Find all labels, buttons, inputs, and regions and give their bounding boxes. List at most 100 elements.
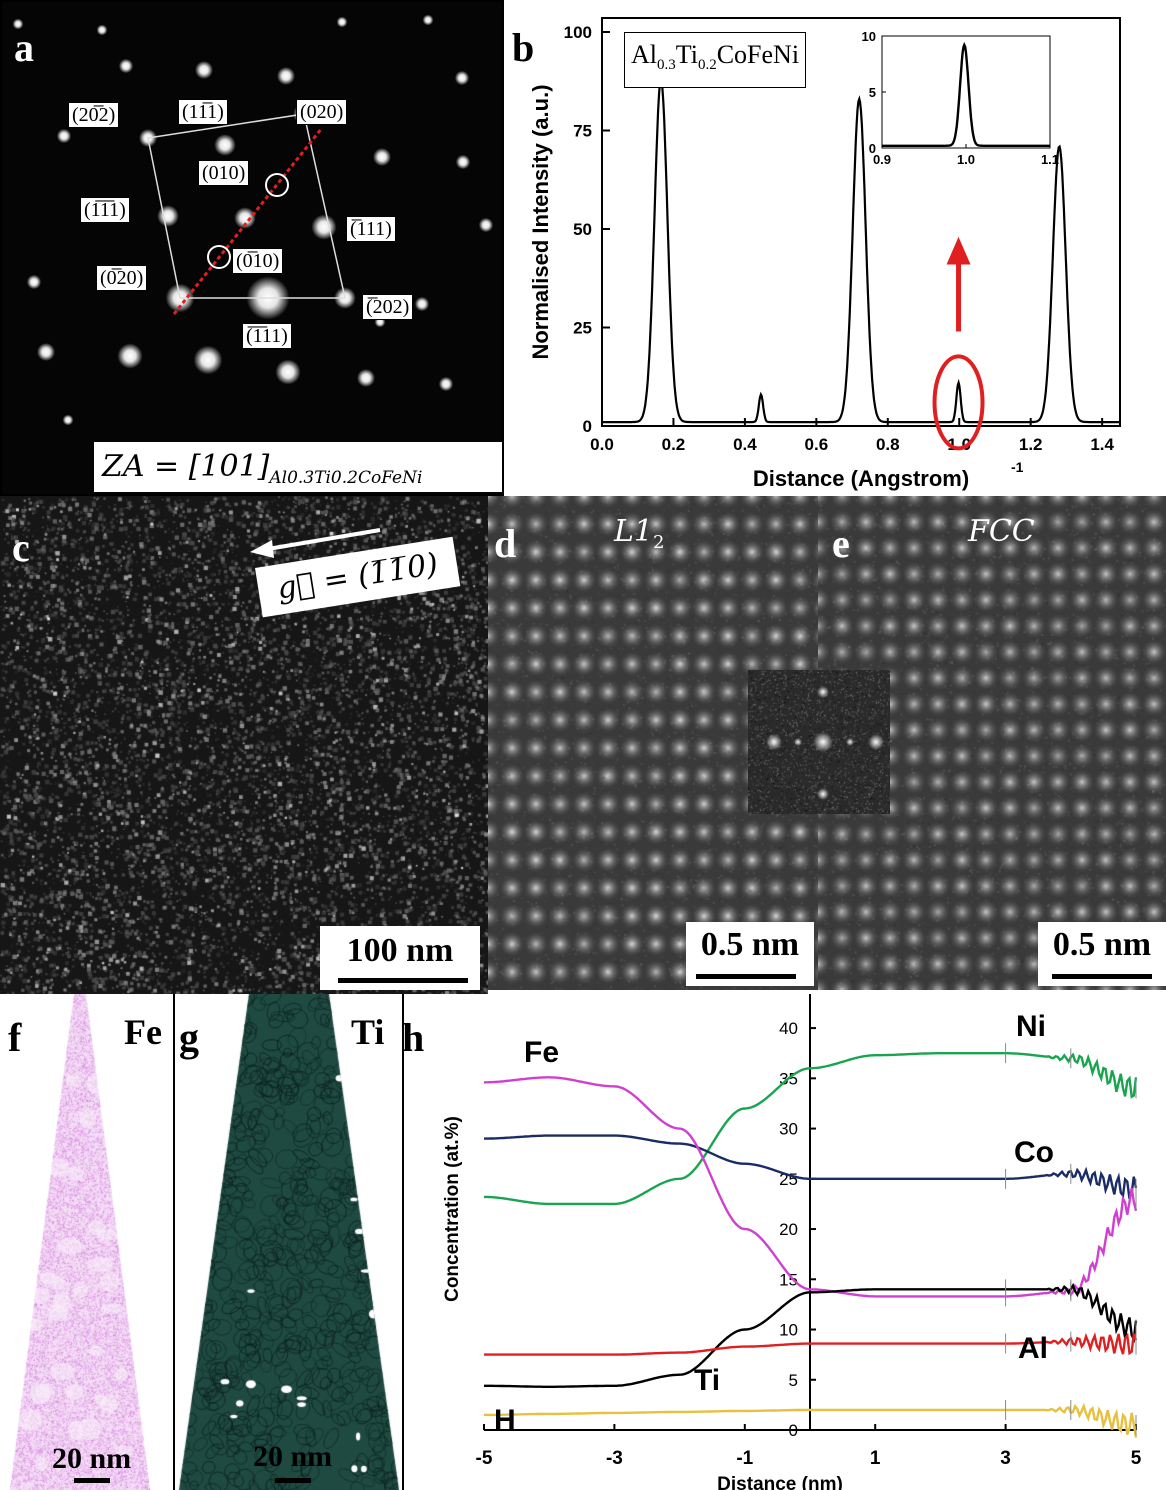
scale-bar-e: 0.5 nm	[1038, 922, 1166, 986]
x-tick-label: 5	[1131, 1448, 1142, 1469]
y-axis-label: Concentration (at.%)	[442, 1116, 463, 1302]
x-tick-label: 1.4	[1090, 435, 1114, 454]
diffraction-spot	[118, 58, 134, 74]
intensity-series-line	[602, 76, 1120, 424]
legend-al-sub: 0.3	[657, 57, 676, 74]
red-dotted-line	[172, 127, 324, 315]
y-tick-label: 10	[779, 1321, 798, 1340]
diffraction-spot	[157, 205, 179, 227]
inset-y-tick-label: 0	[869, 141, 876, 156]
panel-c-label: c	[12, 525, 30, 570]
scale-bar-e-line	[1052, 974, 1152, 979]
spot-circle-010	[265, 173, 289, 197]
ti-isosurface-map	[175, 994, 402, 1490]
zone-axis-text: ZA = [101]	[102, 449, 270, 484]
legend-al: Al	[631, 40, 657, 69]
x-axis-label: Distance (Angstrom)	[753, 466, 969, 491]
y-tick-label: 25	[573, 319, 592, 338]
y-tick-label: 100	[564, 23, 592, 42]
diffraction-spot	[438, 376, 454, 392]
diffraction-spot	[373, 148, 391, 166]
zone-axis-subscript: Al0.3Ti0.2CoFeNi	[269, 468, 423, 488]
panel-a-diffraction: a (20̅2) (11̅1) (020) (010) (1̅1̅1) (̅11…	[0, 0, 504, 496]
phase-d-sub: 2	[653, 532, 665, 553]
highlight-arrowhead	[946, 236, 971, 265]
spot-label-11-1: (11̅1)	[178, 99, 228, 125]
y-tick-label: 50	[573, 220, 592, 239]
scale-bar-e-text: 0.5 nm	[1052, 926, 1152, 963]
scale-bar-f-text: 20 nm	[52, 1442, 132, 1475]
inset-series-line	[882, 41, 1050, 147]
series-line-h	[484, 1402, 1138, 1438]
x-tick-label: 0.8	[876, 435, 900, 454]
diffraction-spot	[37, 343, 55, 361]
x-tick-label: 1	[870, 1448, 881, 1469]
panel-g-element: Ti	[351, 1012, 385, 1052]
legend-ti-sub: 0.2	[697, 57, 717, 74]
panel-b-intensity-chart: 0.0 0.2 0.4 0.6 0.8 1.0 1.2 1.4 0 25 50 75 100 Distan…	[504, 0, 1166, 496]
y-tick-label: 40	[779, 1019, 798, 1038]
scale-bar-c-line	[338, 978, 468, 983]
series-label-ti: Ti	[694, 1364, 720, 1397]
spot-label--1-11: (̅1̅11)	[242, 323, 292, 349]
y-axis-label: Normalised Intensity (a.u.)	[528, 84, 553, 359]
diffraction-spot	[26, 274, 42, 290]
spot-label--202: (̅202)	[362, 294, 414, 320]
x-tick-label: -1	[736, 1448, 753, 1469]
x-tick-label: 0.4	[733, 435, 757, 454]
inset-x-tick-label: 1.0	[957, 152, 975, 167]
scale-bar-d-line	[696, 974, 796, 979]
panel-c-dark-field: c g⃗ = (1̅1̅0) 100 nm	[0, 496, 488, 994]
y-tick-label: 20	[779, 1220, 798, 1239]
diffraction-spot	[422, 14, 434, 26]
panel-f-label: f	[8, 1015, 22, 1060]
scale-bar-d: 0.5 nm	[686, 922, 814, 986]
diffraction-spot	[414, 296, 430, 312]
series-label-al: Al	[1018, 1332, 1048, 1365]
alloy-legend-box: Al0.3Ti0.2CoFeNi	[624, 32, 807, 89]
series-line-al	[484, 1331, 1138, 1356]
series-line-co	[484, 1134, 1138, 1200]
fe-atom-map	[0, 994, 173, 1490]
diffraction-spot	[96, 24, 108, 36]
diffraction-spot	[311, 214, 337, 240]
x-axis-label: Distance (nm)	[717, 1474, 843, 1490]
diffraction-spot	[12, 18, 24, 30]
series-label-fe: Fe	[524, 1036, 559, 1069]
series-label-h: H	[494, 1404, 516, 1437]
y-tick-label: 15	[779, 1270, 798, 1289]
x-tick-label: 1.2	[1019, 435, 1043, 454]
plot-frame	[601, 17, 1121, 427]
series-line-ni	[484, 1052, 1138, 1206]
intensity-profile-chart: 0.0 0.2 0.4 0.6 0.8 1.0 1.2 1.40255075100Distan…	[528, 17, 1121, 491]
diffraction-spot	[117, 343, 143, 369]
scale-bar-c-text: 100 nm	[346, 932, 454, 969]
x-tick-label: 0.2	[662, 435, 686, 454]
legend-cofeni: CoFeNi	[716, 40, 800, 69]
y-tick-label: 0	[583, 417, 592, 436]
highlight-ellipse	[932, 354, 985, 451]
spot-label-0-20: (0̅20)	[96, 265, 148, 291]
panel-g-label: g	[179, 1015, 199, 1060]
inset-x-tick-label: 0.9	[873, 152, 891, 167]
x-axis-label-sup: -1	[1011, 459, 1024, 475]
zone-axis-label: ZA = [101]Al0.3Ti0.2CoFeNi	[94, 442, 502, 492]
g-vector-arrow	[250, 528, 381, 558]
panel-f-element: Fe	[124, 1012, 162, 1052]
diffraction-spot	[56, 128, 72, 144]
x-tick-label: -3	[606, 1448, 623, 1469]
inset-y-tick-label: 5	[869, 85, 876, 100]
unit-cell-outline	[147, 113, 346, 299]
spot-label-0-10: (0̅10)	[232, 248, 284, 274]
spot-label-010: (010)	[198, 160, 250, 186]
panel-h-concentration-chart: -5 -3 -1 1 3 5 0 5 10 15 20 25 30 35 40 Distance (nm) Co…	[404, 994, 1166, 1490]
y-tick-label: 30	[779, 1120, 798, 1139]
spot-circle-0-10	[207, 245, 231, 269]
spot-label-020: (020)	[296, 99, 348, 125]
diffraction-spot	[195, 61, 213, 79]
diffraction-spot	[454, 70, 470, 86]
phase-label-d: L12	[614, 514, 664, 553]
series-line-ti	[484, 1282, 1138, 1388]
y-tick-label: 75	[573, 122, 592, 141]
